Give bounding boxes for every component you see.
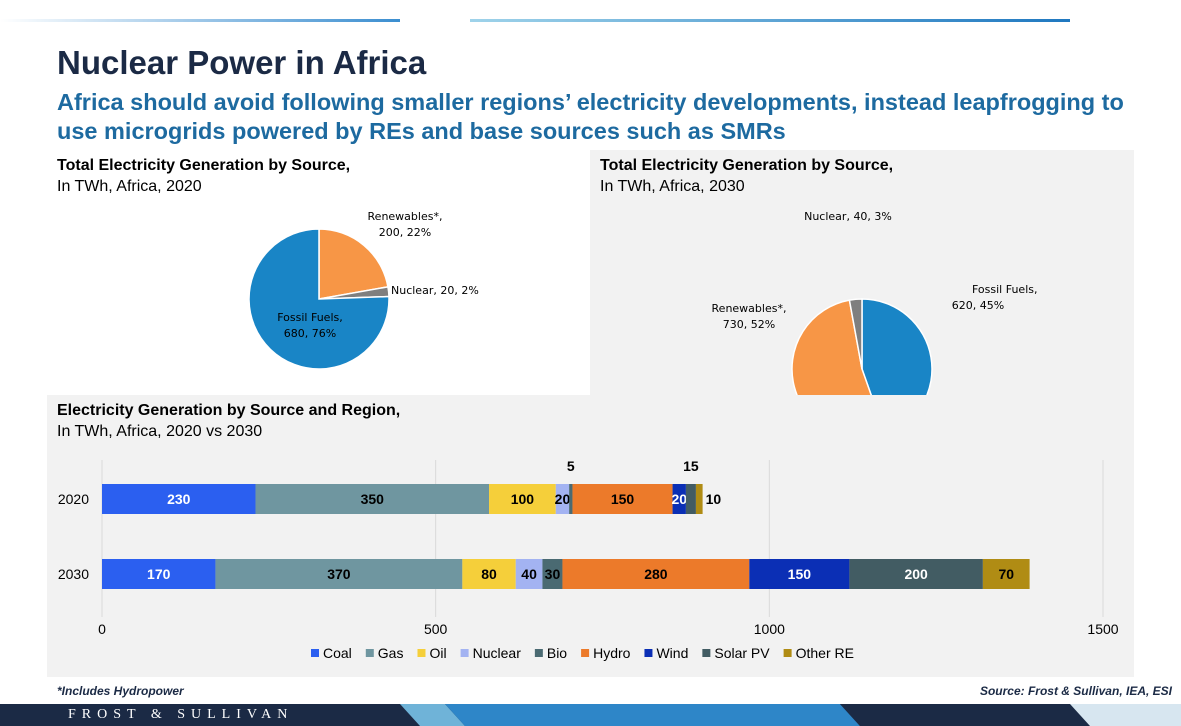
bar-2020-bio	[569, 484, 573, 514]
bar-2020-oil	[489, 484, 556, 514]
bar-2030-gas	[215, 559, 463, 589]
pie-2030-label-nuclear: Nuclear, 40, 3%	[804, 210, 892, 223]
footer-brand-logo: FROST & SULLIVAN	[68, 707, 294, 722]
bar-chart-subtitle: In TWh, Africa, 2020 vs 2030	[57, 423, 263, 440]
pie-2030-slice-renewables	[791, 299, 872, 395]
data-label-2020-nuclear: 20	[555, 491, 571, 507]
footnote: *Includes Hydropower	[57, 684, 184, 698]
data-label-2030-solar-pv: 200	[904, 566, 928, 582]
x-tick-label: 1500	[1087, 621, 1118, 637]
pie-chart-2020: Renewables*, 200, 22% Nuclear, 20, 2% Fo…	[248, 210, 479, 370]
bar-2030-hydro	[562, 559, 750, 589]
data-label-2020-solar-pv: 15	[683, 458, 699, 474]
pie-2020-label-fossil-line1: Fossil Fuels,	[277, 311, 342, 324]
bar-2030-other-re	[982, 559, 1030, 589]
pie-2030-label-fossil-line1: Fossil Fuels,	[972, 283, 1037, 296]
data-label-2020-coal: 230	[167, 491, 191, 507]
bar-2020-solar-pv	[685, 484, 696, 514]
pie-2030-title: Total Electricity Generation by Source,	[600, 157, 894, 174]
legend-swatch-gas	[365, 649, 374, 657]
footer-bar: FROST & SULLIVAN	[0, 704, 1181, 726]
pie-2020-title: Total Electricity Generation by Source,	[57, 157, 351, 174]
bar-chart-title: Electricity Generation by Source and Reg…	[57, 402, 401, 419]
data-label-2020-gas: 350	[361, 491, 385, 507]
bar-chart-panel	[47, 395, 1134, 677]
bar-2020-coal	[102, 484, 256, 514]
data-label-2030-gas: 370	[327, 566, 351, 582]
legend-label-nuclear: Nuclear	[473, 645, 522, 661]
x-tick-label: 0	[98, 621, 106, 637]
page-subtitle: Africa should avoid following smaller re…	[57, 89, 1124, 144]
pie-2030-subtitle: In TWh, Africa, 2030	[600, 178, 745, 195]
pie-2020-subtitle: In TWh, Africa, 2020	[57, 178, 202, 195]
bar-2020-wind	[672, 484, 686, 514]
pie-2020-label-renewables-line2: 200, 22%	[379, 226, 431, 239]
footer-decoration	[400, 704, 1181, 726]
pie-2020-slice-fossil-fuels	[248, 228, 390, 370]
legend-swatch-other-re	[783, 649, 792, 657]
data-label-2030-oil: 80	[481, 566, 497, 582]
bar-2020-gas	[255, 484, 490, 514]
data-label-2020-hydro: 150	[611, 491, 635, 507]
legend-label-solar-pv: Solar PV	[714, 645, 770, 661]
legend-swatch-bio	[534, 649, 543, 657]
legend-label-gas: Gas	[378, 645, 404, 661]
legend-swatch-coal	[311, 649, 319, 657]
legend-swatch-nuclear	[460, 649, 469, 657]
data-label-2030-hydro: 280	[644, 566, 668, 582]
source-note: Source: Frost & Sullivan, IEA, ESI	[979, 684, 1172, 698]
data-label-2020-oil: 100	[511, 491, 535, 507]
bar-2020-hydro	[572, 484, 673, 514]
legend-swatch-wind	[644, 649, 653, 657]
y-category-label: 2030	[58, 566, 89, 582]
bar-2030-coal	[102, 559, 216, 589]
bar-2030-oil	[462, 559, 516, 589]
top-accent-line	[0, 19, 1181, 22]
pie-2020-label-nuclear: Nuclear, 20, 2%	[391, 284, 479, 297]
legend-label-coal: Coal	[323, 645, 352, 661]
data-label-2020-bio: 5	[567, 458, 575, 474]
data-label-2020-wind: 20	[671, 491, 687, 507]
pie-2020-slice-renewables	[318, 228, 389, 300]
bar-2030-wind	[749, 559, 850, 589]
pie-2020-label-renewables-line1: Renewables*,	[368, 210, 443, 223]
data-label-2030-wind: 150	[788, 566, 812, 582]
legend-label-oil: Oil	[429, 645, 446, 661]
legend-swatch-hydro	[581, 649, 590, 657]
legend-label-bio: Bio	[547, 645, 567, 661]
pie-chart-2030: Fossil Fuels, 620, 45% Renewables*, 730,…	[712, 210, 1037, 395]
pie-2030-label-renewables-line1: Renewables*,	[712, 302, 787, 315]
legend-swatch-solar-pv	[702, 649, 711, 657]
data-label-2030-coal: 170	[147, 566, 171, 582]
bar-2030-solar-pv	[849, 559, 983, 589]
pie-2030-slice-fossil-fuels	[861, 298, 933, 395]
bar-2030-nuclear	[515, 559, 543, 589]
stacked-bar-chart: 0 500 1000 1500 2020 2030 230 350 100 20 5 150 20 15 1…	[58, 458, 1119, 661]
data-label-2030-bio: 30	[545, 566, 561, 582]
legend-label-other-re: Other RE	[796, 645, 854, 661]
bar-2020-nuclear	[555, 484, 570, 514]
y-category-label: 2020	[58, 491, 89, 507]
data-label-2030-other-re: 70	[998, 566, 1014, 582]
x-tick-label: 500	[424, 621, 448, 637]
pie-2030-slice-nuclear	[848, 298, 863, 370]
x-tick-label: 1000	[754, 621, 785, 637]
data-label-2030-nuclear: 40	[521, 566, 537, 582]
legend-label-wind: Wind	[656, 645, 688, 661]
pie-2020-label-fossil-line2: 680, 76%	[284, 327, 336, 340]
pie-2030-label-renewables-line2: 730, 52%	[723, 318, 775, 331]
page-title: Nuclear Power in Africa	[57, 44, 427, 81]
legend-swatch-oil	[417, 649, 426, 657]
data-label-2020-other-re: 10	[706, 491, 722, 507]
bar-2020-other-re	[695, 484, 703, 514]
bar-2030-bio	[542, 559, 563, 589]
legend-label-hydro: Hydro	[593, 645, 631, 661]
pie-2030-label-fossil-line2: 620, 45%	[952, 299, 1004, 312]
